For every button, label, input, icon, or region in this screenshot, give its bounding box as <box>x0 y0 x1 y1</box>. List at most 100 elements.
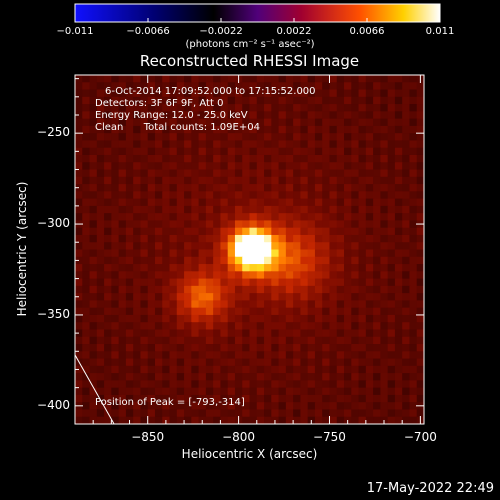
heatmap-cell <box>256 213 265 222</box>
heatmap-cell <box>162 409 171 418</box>
heatmap-cell <box>402 285 411 294</box>
heatmap-cell <box>191 89 200 98</box>
heatmap-cell <box>220 373 229 381</box>
heatmap-cell <box>118 416 127 424</box>
heatmap-cell <box>249 220 258 229</box>
heatmap-cell <box>118 82 127 91</box>
heatmap-cell <box>118 118 127 127</box>
heatmap-cell <box>344 227 352 236</box>
heatmap-cell <box>234 314 243 323</box>
heatmap-cell <box>344 111 352 120</box>
heatmap-cell <box>373 344 381 352</box>
heatmap-cell <box>256 278 265 287</box>
heatmap-cell <box>336 256 345 265</box>
heatmap-cell <box>293 416 301 424</box>
heatmap-cell <box>147 416 156 424</box>
heatmap-cell <box>75 336 83 345</box>
heatmap-cell <box>198 351 207 360</box>
heatmap-cell <box>220 118 229 127</box>
heatmap-cell <box>82 387 91 396</box>
heatmap-cell <box>322 358 331 367</box>
heatmap-cell <box>351 133 360 142</box>
energy-range-text: Energy Range: 12.0 - 25.0 keV <box>95 110 248 121</box>
colorbar-tick-label: 0.0066 <box>349 26 385 37</box>
heatmap-cell <box>380 264 389 272</box>
heatmap-cell <box>140 162 149 171</box>
heatmap-cell <box>147 191 156 200</box>
heatmap-cell <box>329 96 338 105</box>
heatmap-cell <box>271 125 280 134</box>
heatmap-cell <box>402 205 411 214</box>
heatmap-cell <box>75 227 83 236</box>
heatmap-cell <box>300 249 309 258</box>
heatmap-cell <box>213 104 222 112</box>
heatmap-cell <box>133 293 142 301</box>
heatmap-cell <box>191 227 200 236</box>
heatmap-cell <box>365 293 374 301</box>
heatmap-cell <box>329 213 338 222</box>
heatmap-cell <box>205 162 214 171</box>
heatmap-cell <box>416 198 424 207</box>
heatmap-cell <box>387 118 396 127</box>
heatmap-cell <box>234 322 243 331</box>
heatmap-cell <box>365 285 374 294</box>
heatmap-cell <box>96 322 105 331</box>
heatmap-cell <box>300 314 309 323</box>
heatmap-cell <box>242 249 251 258</box>
heatmap-cell <box>104 394 112 403</box>
heatmap-cell <box>249 191 258 200</box>
heatmap-cell <box>82 111 91 120</box>
heatmap-cell <box>133 169 142 178</box>
heatmap-cell <box>104 242 112 251</box>
heatmap-cell <box>89 271 98 280</box>
heatmap-cell <box>176 285 185 294</box>
heatmap-cell <box>111 227 120 236</box>
heatmap-cell <box>387 140 396 149</box>
heatmap-cell <box>75 387 83 396</box>
heatmap-cell <box>104 111 112 120</box>
heatmap-cell <box>373 242 381 251</box>
heatmap-cell <box>380 220 389 229</box>
heatmap-cell <box>227 358 236 367</box>
heatmap-cell <box>82 416 91 424</box>
heatmap-cell <box>234 307 243 316</box>
heatmap-cell <box>227 169 236 178</box>
heatmap-cell <box>278 358 287 367</box>
heatmap-cell <box>242 147 251 156</box>
heatmap-cell <box>373 96 381 105</box>
heatmap-cell <box>133 249 142 258</box>
heatmap-cell <box>89 314 98 323</box>
heatmap-cell <box>329 198 338 207</box>
heatmap-cell <box>75 344 83 352</box>
heatmap-cell <box>96 176 105 185</box>
heatmap-cell <box>278 336 287 345</box>
heatmap-cell <box>285 373 294 381</box>
heatmap-cell <box>205 154 214 163</box>
heatmap-cell <box>104 322 112 331</box>
heatmap-cell <box>125 293 134 301</box>
heatmap-cell <box>227 234 236 243</box>
heatmap-cell <box>242 285 251 294</box>
heatmap-cell <box>380 96 389 105</box>
heatmap-cell <box>234 300 243 309</box>
heatmap-cell <box>234 293 243 301</box>
heatmap-cell <box>242 322 251 331</box>
heatmap-cell <box>82 234 91 243</box>
heatmap-cell <box>278 322 287 331</box>
heatmap-cell <box>329 234 338 243</box>
heatmap-cell <box>220 358 229 367</box>
heatmap-cell <box>278 125 287 134</box>
heatmap-cell <box>184 351 192 360</box>
heatmap-cell <box>365 249 374 258</box>
heatmap-cell <box>198 133 207 142</box>
heatmap-cell <box>249 89 258 98</box>
heatmap-cell <box>198 365 207 374</box>
heatmap-cell <box>96 285 105 294</box>
heatmap-cell <box>191 118 200 127</box>
heatmap-cell <box>329 394 338 403</box>
heatmap-cell <box>125 111 134 120</box>
heatmap-cell <box>96 140 105 149</box>
heatmap-cell <box>198 227 207 236</box>
heatmap-cell <box>82 264 91 272</box>
heatmap-cell <box>314 111 323 120</box>
